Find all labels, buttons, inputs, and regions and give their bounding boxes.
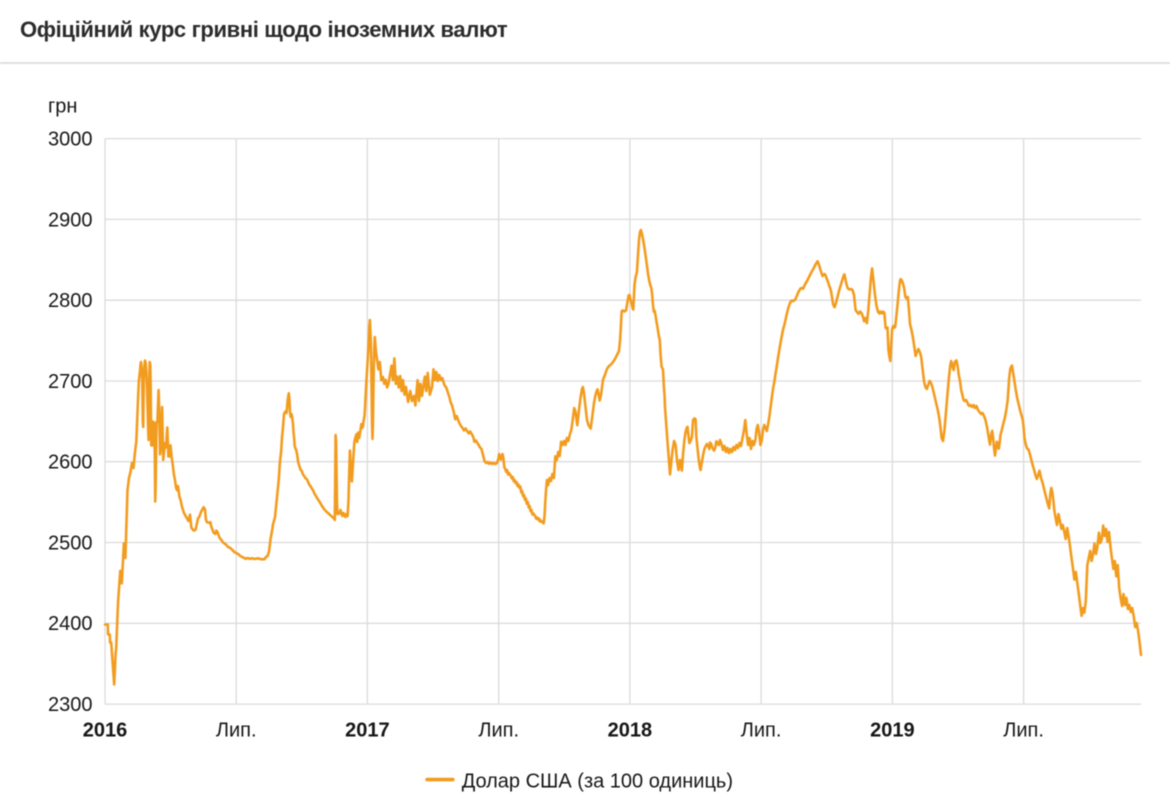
svg-text:2500: 2500 — [48, 532, 93, 554]
svg-text:2016: 2016 — [83, 719, 128, 741]
svg-text:2017: 2017 — [345, 719, 390, 741]
svg-text:Лип.: Лип. — [741, 719, 782, 741]
svg-text:Лип.: Лип. — [478, 719, 519, 741]
svg-text:2019: 2019 — [870, 719, 915, 741]
svg-text:2400: 2400 — [48, 613, 93, 635]
svg-text:грн: грн — [48, 96, 77, 118]
svg-text:2600: 2600 — [48, 452, 93, 474]
svg-text:2018: 2018 — [608, 719, 653, 741]
svg-text:Долар США (за 100 одиниць): Долар США (за 100 одиниць) — [462, 771, 733, 793]
svg-text:2800: 2800 — [48, 290, 93, 312]
svg-text:Лип.: Лип. — [216, 719, 257, 741]
svg-text:2900: 2900 — [48, 209, 93, 231]
svg-text:3000: 3000 — [48, 129, 93, 151]
svg-text:Лип.: Лип. — [1003, 719, 1044, 741]
svg-text:2300: 2300 — [48, 694, 93, 716]
svg-text:2700: 2700 — [48, 371, 93, 393]
